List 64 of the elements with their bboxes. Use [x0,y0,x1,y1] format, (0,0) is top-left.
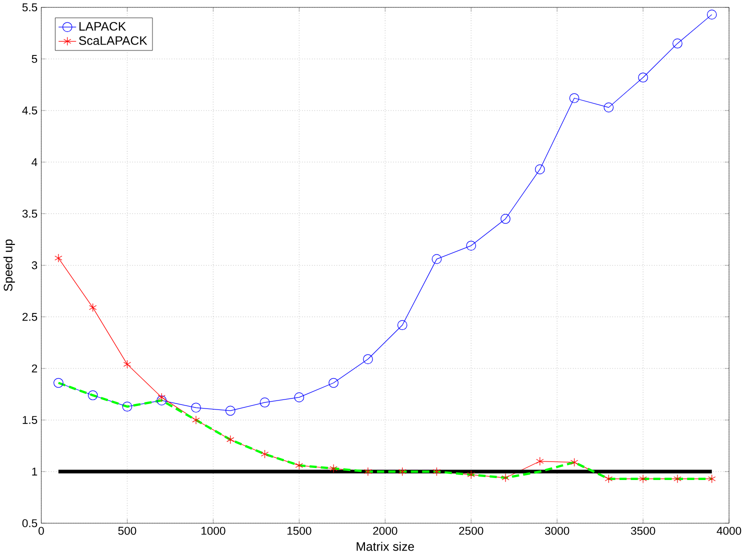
x-tick-label: 3000 [544,526,570,535]
x-tick-label: 3500 [630,526,656,535]
point [363,354,373,364]
point [604,102,614,112]
x-tick-label: 2000 [373,526,398,535]
point [708,474,716,484]
point [294,392,304,402]
x-axis-title: Matrix size [356,542,414,551]
y-tick-label: 4.5 [22,106,38,114]
point [88,303,97,312]
point [158,392,166,402]
point [54,253,62,262]
point [398,467,406,476]
y-tick-label: 5 [32,54,38,63]
point [225,406,236,416]
point [191,402,201,412]
point [226,435,234,444]
point [295,460,304,470]
point [604,474,613,484]
point [672,38,682,48]
point [122,402,132,412]
point [432,254,442,264]
point [330,464,338,473]
point [674,474,682,484]
y-tick-label: 3.5 [22,210,38,218]
point [570,458,578,467]
y-tick-label: 4 [32,158,38,166]
point [432,467,441,476]
point [364,467,372,476]
point [123,360,132,369]
y-tick-label: 1 [32,468,38,476]
y-tick-label: 1.5 [22,416,38,424]
point [639,474,647,484]
point [260,450,269,458]
point [466,240,476,250]
legend-label: ScaLAPACK [79,36,148,45]
x-tick-label: 500 [118,526,136,535]
point [536,456,544,466]
x-tick-label: 1000 [201,526,226,535]
y-axis-title: Speed up [3,239,15,291]
point [156,395,167,406]
x-tick-label: 4000 [716,526,742,535]
y-tick-label: 0.5 [22,519,38,528]
point [54,378,64,388]
x-tick-label: 1500 [287,526,312,535]
point [569,93,580,103]
point [328,378,338,388]
y-tick-label: 2.5 [22,312,38,321]
y-tick-label: 3 [32,261,38,270]
legend-label: LAPACK [79,22,126,31]
point [467,470,475,479]
point [88,390,98,400]
x-tick-label: 0 [38,526,44,535]
point [260,397,270,408]
y-tick-label: 2 [32,364,38,372]
x-tick-label: 2500 [459,526,484,535]
point [397,320,408,330]
point [192,415,200,424]
point [534,164,545,174]
y-tick-label: 5.5 [22,3,38,12]
point [502,473,510,482]
point [500,214,510,224]
point [706,10,717,20]
point [638,72,648,82]
